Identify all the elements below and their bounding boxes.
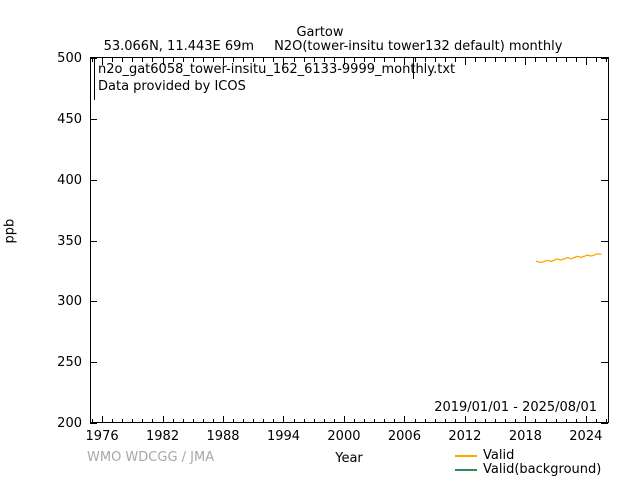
x-tick-label: 2012 bbox=[448, 429, 482, 444]
y-tick-label: 450 bbox=[57, 111, 82, 127]
legend-label-valid: Valid bbox=[483, 448, 515, 463]
x-tick-label: 2000 bbox=[327, 429, 361, 444]
annotation-provider: Data provided by ICOS bbox=[98, 79, 246, 94]
watermark-text: WMO WDCGG / JMA bbox=[87, 450, 215, 465]
x-tick-label: 1994 bbox=[266, 429, 301, 444]
y-tick-label: 500 bbox=[57, 51, 82, 66]
chart-title: Gartow bbox=[296, 25, 344, 40]
station-coordinates: 53.066N, 11.443E 69m bbox=[103, 39, 255, 54]
x-tick-label: 1982 bbox=[146, 429, 180, 444]
legend-row-valid-background: Valid(background) bbox=[455, 463, 601, 477]
legend-row-valid: Valid bbox=[455, 449, 601, 463]
plot-frame bbox=[90, 57, 609, 423]
y-tick-label: 250 bbox=[57, 355, 82, 371]
y-tick-label: 400 bbox=[57, 172, 82, 188]
axis-ticks bbox=[90, 58, 608, 424]
x-tick-label: 1988 bbox=[206, 429, 240, 444]
legend: Valid Valid(background) bbox=[455, 449, 601, 477]
valid-background-line-swatch bbox=[455, 469, 477, 471]
x-axis-label: Year bbox=[335, 451, 363, 466]
series-line-valid bbox=[535, 253, 602, 264]
legend-label-valid-background: Valid(background) bbox=[483, 462, 602, 477]
valid-line-swatch bbox=[455, 455, 477, 457]
y-tick-label: 350 bbox=[57, 233, 82, 249]
chart-subtitle: 53.066N, 11.443E 69m N2O(tower-insitu to… bbox=[0, 40, 640, 54]
x-tick-label: 2006 bbox=[387, 429, 421, 444]
x-tick-label: 2018 bbox=[508, 429, 542, 444]
x-tick-label: 1976 bbox=[85, 429, 119, 444]
data-series bbox=[535, 253, 602, 264]
y-tick-label: 200 bbox=[57, 416, 82, 431]
dataset-descriptor: N2O(tower-insitu tower132 default) month… bbox=[274, 39, 563, 54]
date-range-label: 2019/01/01 - 2025/08/01 bbox=[434, 400, 597, 415]
annotation-filename: n2o_gat6058_tower-insitu_162_6133-9999_m… bbox=[98, 62, 456, 77]
x-tick-label: 2024 bbox=[569, 429, 603, 444]
y-axis-label: ppb bbox=[2, 218, 18, 244]
y-tick-label: 300 bbox=[57, 294, 82, 310]
